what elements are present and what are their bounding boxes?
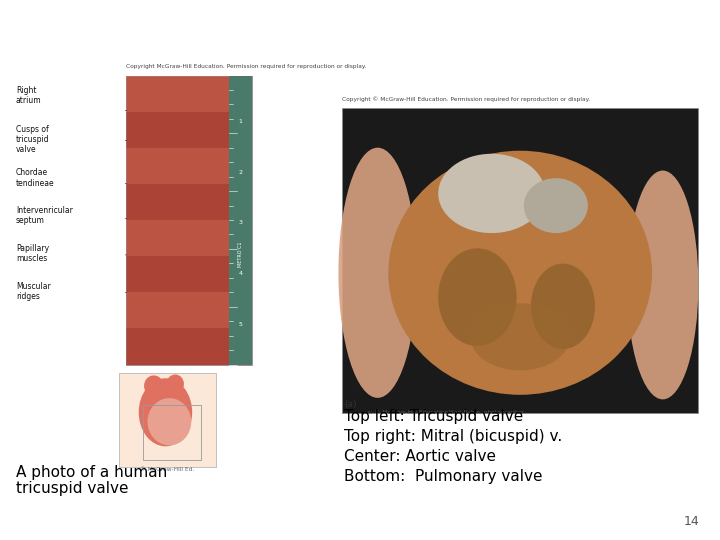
Text: a: © McCraw-Hill Education/Kari Rubin, photographer: a: © McCraw-Hill Education/Kari Rubin, p… (367, 409, 524, 415)
Ellipse shape (139, 378, 192, 446)
Text: © McGraw-Hill Ed.: © McGraw-Hill Ed. (140, 467, 194, 472)
Ellipse shape (148, 398, 192, 446)
Bar (342, 108, 698, 413)
Text: 1: 1 (239, 119, 243, 124)
Text: Top right: Mitral (bicuspid) v.: Top right: Mitral (bicuspid) v. (344, 429, 562, 444)
Text: Cusps of
tricuspid
valve: Cusps of tricuspid valve (16, 125, 50, 154)
Text: (a): (a) (344, 400, 356, 409)
Text: 2: 2 (238, 170, 243, 175)
Text: 14: 14 (684, 515, 700, 528)
Text: 4: 4 (238, 271, 243, 276)
Bar (126, 148, 233, 184)
Bar (143, 405, 202, 460)
Bar (126, 328, 233, 364)
Ellipse shape (531, 264, 595, 349)
Bar (119, 373, 216, 467)
Text: A photo of a human: A photo of a human (16, 464, 167, 480)
Bar (126, 76, 233, 112)
Text: 3: 3 (238, 220, 243, 225)
Text: Intervenricular
septum: Intervenricular septum (16, 206, 73, 225)
Bar (126, 112, 233, 148)
Text: 5: 5 (239, 321, 243, 327)
Ellipse shape (338, 147, 417, 398)
Bar (126, 76, 252, 365)
Text: Chordae
tendineae: Chordae tendineae (16, 168, 55, 187)
Ellipse shape (438, 248, 517, 346)
Ellipse shape (523, 178, 588, 233)
Bar (229, 76, 252, 365)
Ellipse shape (627, 171, 698, 400)
Text: METRO C1: METRO C1 (238, 242, 243, 267)
Text: tricuspid valve: tricuspid valve (16, 481, 128, 496)
Text: Papillary
muscles: Papillary muscles (16, 244, 49, 263)
Bar (126, 220, 233, 256)
Text: Center: Aortic valve: Center: Aortic valve (344, 449, 496, 464)
Text: Bottom:  Pulmonary valve: Bottom: Pulmonary valve (344, 469, 543, 484)
Bar (126, 292, 233, 328)
Text: Copyright McGraw-Hill Education. Permission required for reproduction or display: Copyright McGraw-Hill Education. Permiss… (126, 64, 366, 69)
Ellipse shape (438, 154, 545, 233)
Text: Right
atrium: Right atrium (16, 86, 42, 105)
Bar (126, 184, 233, 220)
Ellipse shape (388, 151, 652, 395)
Text: Copyright © McGraw-Hill Education. Permission required for reproduction or displ: Copyright © McGraw-Hill Education. Permi… (342, 96, 590, 102)
Bar (126, 256, 233, 292)
Ellipse shape (144, 375, 163, 396)
Text: Top left: Tricuspid valve: Top left: Tricuspid valve (344, 409, 523, 424)
Ellipse shape (470, 303, 570, 370)
Text: Muscular
ridges: Muscular ridges (16, 282, 50, 301)
Ellipse shape (166, 375, 184, 393)
